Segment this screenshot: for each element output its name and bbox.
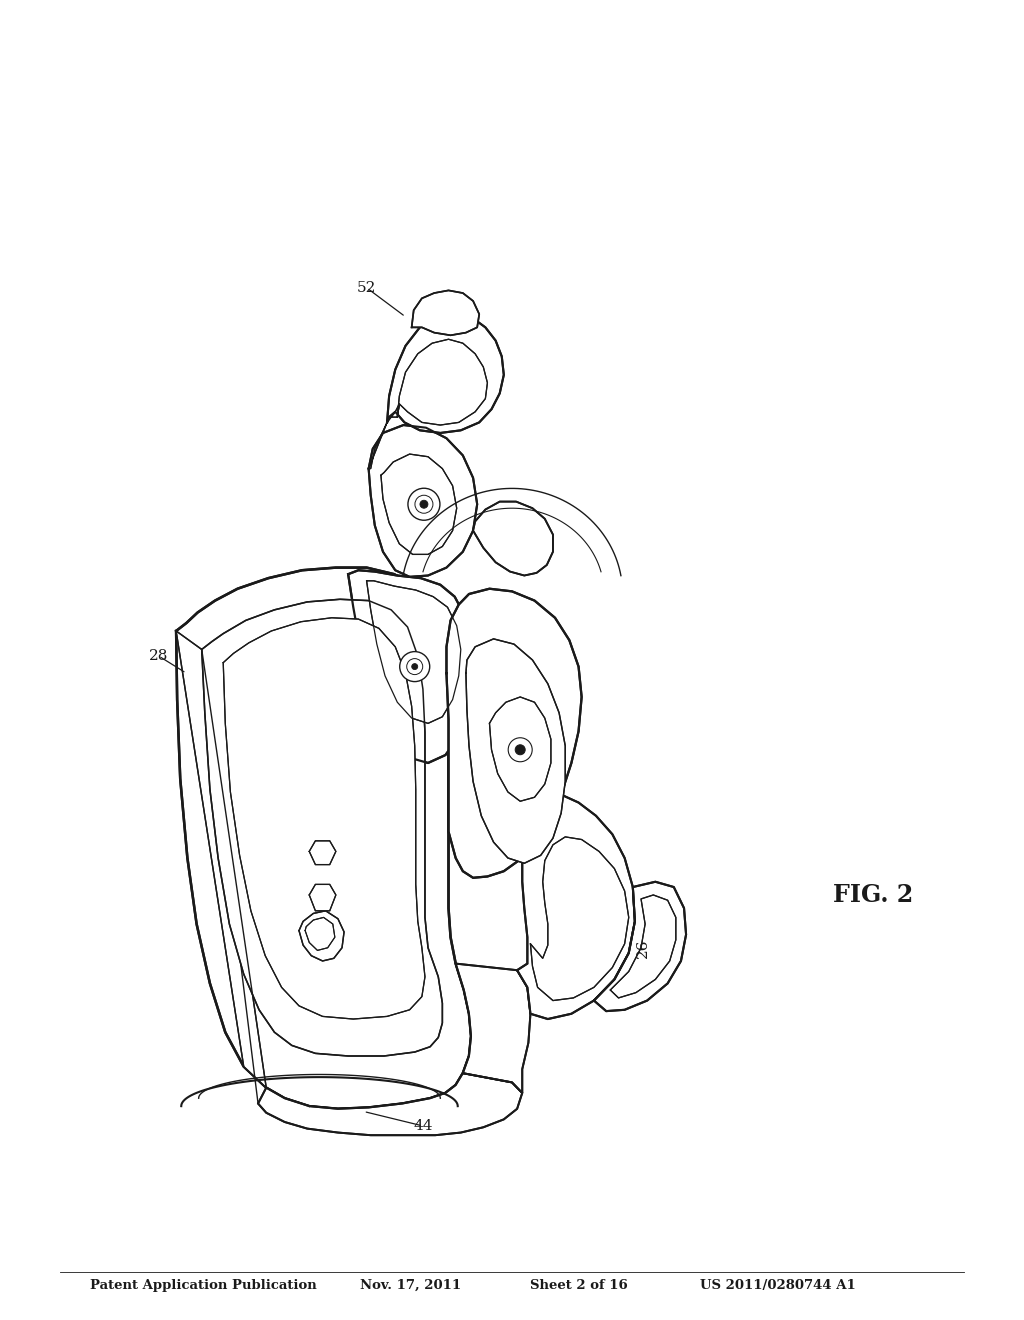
Polygon shape [381,454,457,554]
Text: Patent Application Publication: Patent Application Publication [90,1279,316,1292]
Polygon shape [309,884,336,911]
Text: FIG. 2: FIG. 2 [833,883,912,907]
Polygon shape [387,313,504,433]
Polygon shape [299,911,344,961]
Polygon shape [610,895,676,998]
Polygon shape [202,599,442,1056]
Polygon shape [305,917,335,950]
Circle shape [508,738,532,762]
Polygon shape [176,631,266,1088]
Polygon shape [446,589,582,878]
Polygon shape [412,290,479,335]
Circle shape [412,664,418,669]
Polygon shape [348,570,474,763]
Text: 52: 52 [357,281,376,294]
Polygon shape [258,1073,522,1135]
Polygon shape [466,639,565,863]
Circle shape [399,652,430,681]
Circle shape [415,495,433,513]
Text: Nov. 17, 2011: Nov. 17, 2011 [360,1279,461,1292]
Polygon shape [517,795,635,1019]
Text: 44: 44 [413,1119,433,1133]
Polygon shape [456,964,530,1093]
Polygon shape [367,581,461,723]
Polygon shape [309,841,336,865]
Polygon shape [489,697,551,801]
Polygon shape [530,837,629,1001]
Text: 28: 28 [150,649,168,663]
Text: US 2011/0280744 A1: US 2011/0280744 A1 [700,1279,856,1292]
Circle shape [407,659,423,675]
Polygon shape [369,425,477,577]
Polygon shape [223,618,425,1019]
Polygon shape [397,339,487,425]
Polygon shape [369,404,399,469]
Polygon shape [176,568,471,1109]
Polygon shape [473,502,553,576]
Circle shape [420,500,428,508]
Text: 26: 26 [636,939,650,957]
Circle shape [515,744,525,755]
Polygon shape [594,882,686,1011]
Text: Sheet 2 of 16: Sheet 2 of 16 [530,1279,628,1292]
Circle shape [408,488,440,520]
